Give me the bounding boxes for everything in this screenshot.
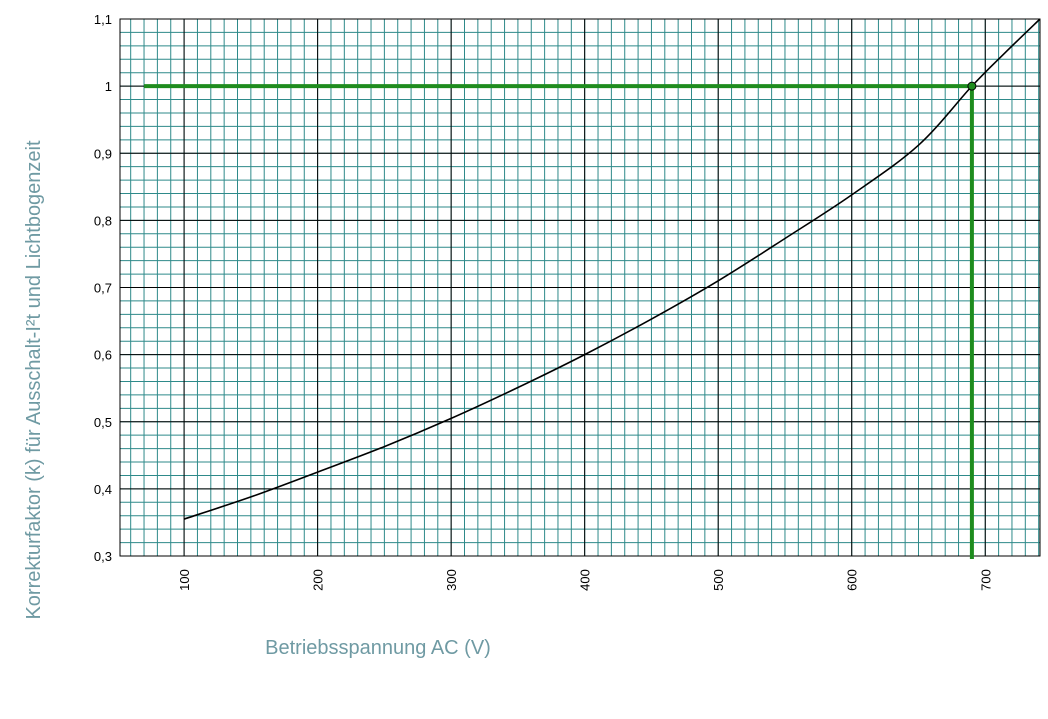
x-tick-label: 500 xyxy=(711,569,726,591)
x-axis-title: Betriebsspannung AC (V) xyxy=(265,637,491,659)
y-axis-title: Korrekturfaktor (k) für Ausschalt-I²t un… xyxy=(23,140,45,620)
series-curve xyxy=(183,18,1041,520)
y-tick-labels: 0,3 0,4 0,5 0,6 0,7 0,8 0,9 1 1,1 xyxy=(94,12,112,564)
major-grid xyxy=(120,18,1040,557)
x-tick-labels: 100 200 300 400 500 600 700 xyxy=(177,569,993,591)
y-tick-label: 1 xyxy=(105,79,112,94)
x-tick-label: 300 xyxy=(444,569,459,591)
x-tick-label: 200 xyxy=(311,569,326,591)
plot-frame xyxy=(119,18,1041,557)
reference-point-group xyxy=(967,81,977,91)
y-tick-label: 0,8 xyxy=(94,213,112,228)
reference-point xyxy=(967,81,977,91)
y-tick-label: 0,5 xyxy=(94,415,112,430)
x-tick-label: 100 xyxy=(177,569,192,591)
x-tick-label: 400 xyxy=(578,569,593,591)
x-tick-label: 600 xyxy=(845,569,860,591)
x-tick-label: 700 xyxy=(978,569,993,591)
y-tick-label: 0,4 xyxy=(94,482,112,497)
y-tick-label: 0,3 xyxy=(94,549,112,564)
y-tick-label: 1,1 xyxy=(94,12,112,27)
y-tick-label: 0,7 xyxy=(94,281,112,296)
reference-lines xyxy=(144,84,974,559)
y-tick-label: 0,9 xyxy=(94,146,112,161)
y-tick-label: 0,6 xyxy=(94,348,112,363)
